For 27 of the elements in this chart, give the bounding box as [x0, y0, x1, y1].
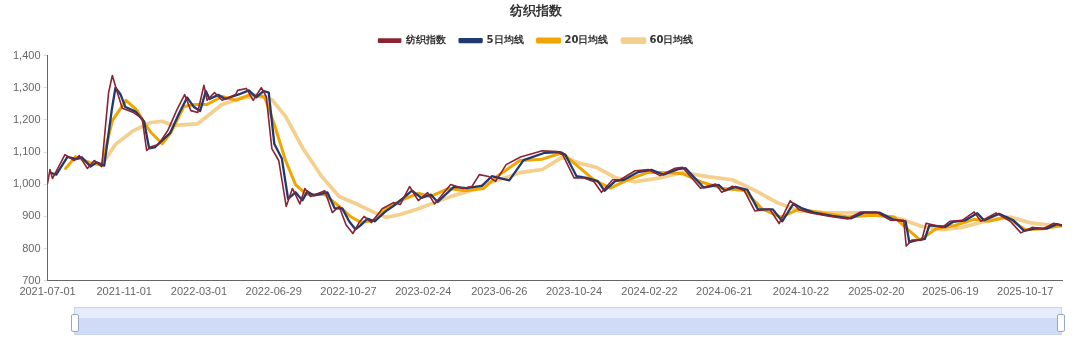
y-tick-label: 700 [22, 273, 41, 286]
x-tick-label: 2023-10-24 [545, 285, 603, 298]
y-tick-label: 800 [22, 241, 41, 254]
legend-label: 5日均线 [486, 34, 524, 46]
chart-title: 纺织指数 [509, 3, 563, 19]
x-tick-label: 2023-06-26 [471, 285, 528, 298]
x-tick-label: 2025-10-17 [997, 285, 1054, 298]
x-tick-label: 2023-02-24 [395, 285, 452, 298]
x-tick-label: 2024-06-21 [696, 285, 753, 298]
x-tick-label: 2022-03-01 [170, 285, 228, 298]
y-tick-label: 1,100 [13, 145, 41, 158]
x-tick-label: 2024-02-22 [621, 285, 678, 298]
x-tick-label: 2025-02-20 [848, 285, 905, 298]
y-tick-label: 1,400 [13, 48, 41, 61]
x-tick-label: 2022-06-29 [245, 285, 302, 298]
y-tick-label: 1,300 [13, 80, 41, 93]
x-tick-label: 2022-10-27 [320, 285, 377, 298]
legend-label: 纺织指数 [404, 34, 447, 46]
x-tick-label: 2021-07-01 [19, 285, 76, 298]
legend-label: 60日均线 [649, 34, 694, 46]
y-tick-label: 900 [22, 209, 41, 222]
y-tick-label: 1,200 [13, 112, 41, 125]
y-tick-label: 1,000 [13, 177, 41, 190]
x-tick-label: 2021-11-01 [96, 285, 152, 298]
x-tick-label: 2025-06-19 [922, 285, 979, 298]
x-tick-label: 2024-10-22 [772, 285, 830, 298]
legend-label: 20日均线 [564, 34, 609, 46]
